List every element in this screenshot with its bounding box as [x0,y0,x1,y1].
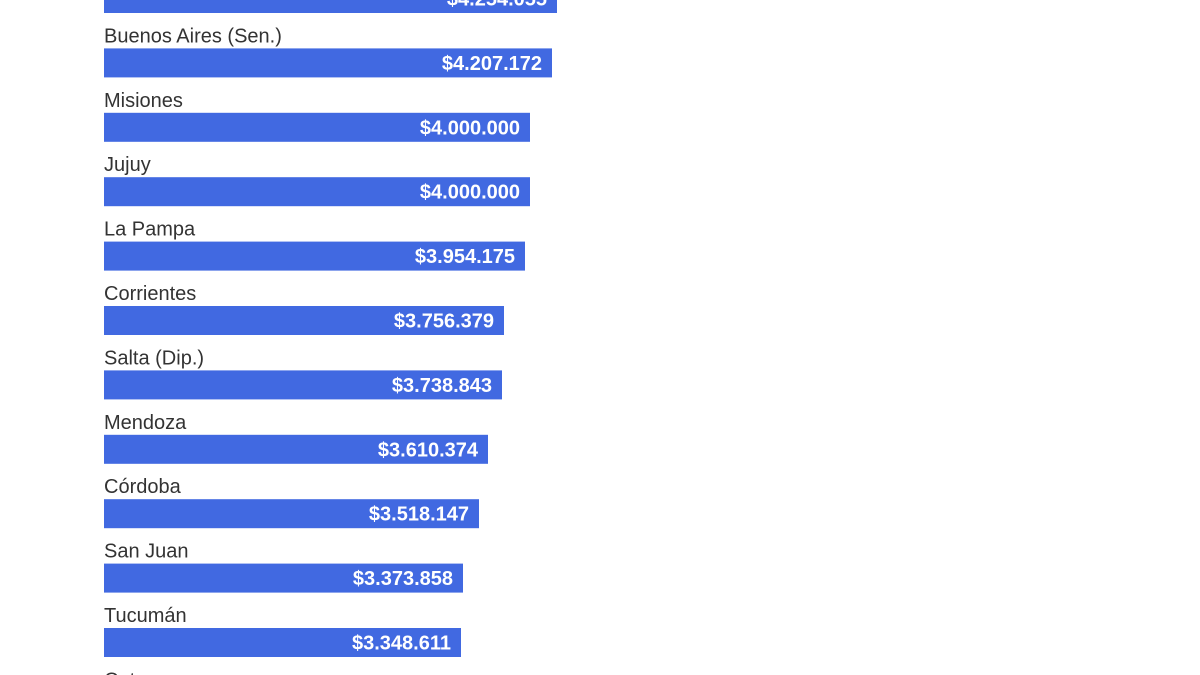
value-label: $4.254.055 [447,0,547,11]
category-label: San Juan [104,541,189,563]
category-label: Jujuy [104,154,151,176]
bar [104,306,504,335]
bar [104,241,525,271]
value-label: $3.518.147 [369,504,469,526]
bar [104,434,488,464]
bar [104,0,557,13]
bar [104,48,552,78]
bar [104,370,502,400]
value-label: $4.207.172 [442,53,542,75]
bar [104,628,461,657]
bar [104,112,530,142]
value-label: $3.738.843 [392,375,492,397]
value-label: $4.000.000 [420,182,520,204]
bar [104,499,479,529]
value-label: $3.954.175 [415,246,515,268]
bar [104,177,530,207]
category-label: La Pampa [104,219,196,241]
category-label: Corrientes [104,283,196,305]
category-label: Catamarca [104,669,203,675]
value-label: $4.000.000 [420,117,520,139]
value-label: $3.610.374 [378,439,479,461]
value-label: $3.348.611 [352,633,451,655]
category-label: Salta (Dip.) [104,347,204,369]
category-label: Córdoba [104,476,182,498]
bar [104,563,463,593]
category-label: Misiones [104,90,183,112]
value-label: $3.756.379 [394,311,494,333]
value-label: $3.373.858 [353,568,453,590]
category-label: Tucumán [104,605,187,627]
category-label: Mendoza [104,412,187,434]
category-label: Buenos Aires (Sen.) [104,25,282,47]
